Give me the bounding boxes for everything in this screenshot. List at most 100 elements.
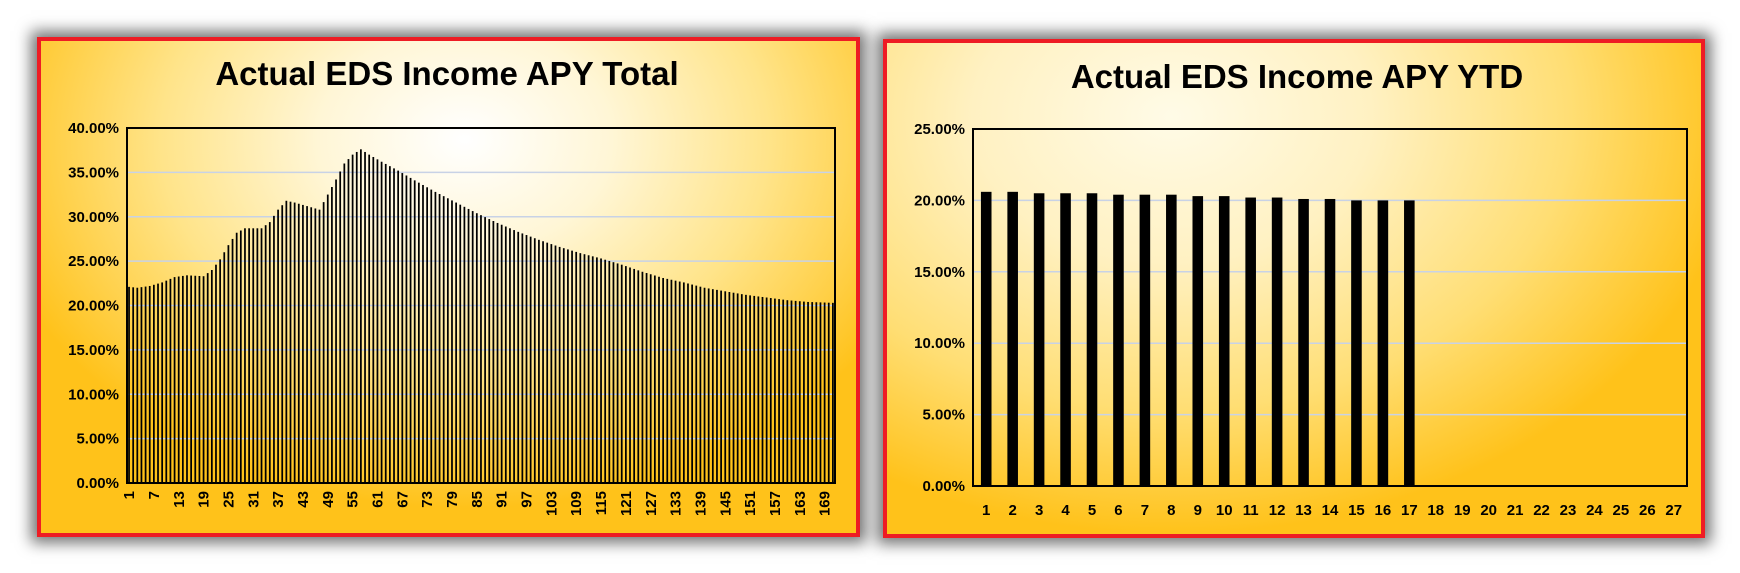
x-tick-label: 27 [1665, 502, 1682, 519]
bar [608, 260, 611, 483]
bar [803, 301, 805, 483]
bar [546, 242, 549, 483]
x-tick-label: 127 [643, 491, 660, 516]
y-tick-label: 0.00% [76, 475, 119, 492]
bar [417, 182, 420, 484]
bar [1113, 194, 1124, 486]
x-tick-label: 109 [568, 491, 585, 516]
bar [401, 173, 404, 484]
x-tick-label: 145 [717, 491, 734, 516]
bar [567, 249, 569, 483]
y-tick-label: 25.00% [68, 253, 119, 270]
bar [1007, 191, 1018, 486]
bar [674, 280, 677, 483]
bar [492, 221, 495, 483]
x-tick-label: 25 [220, 491, 237, 508]
bar [219, 259, 221, 483]
bar [575, 251, 578, 483]
bar [529, 236, 532, 483]
bar [819, 302, 822, 483]
bar [778, 299, 780, 483]
bars [980, 191, 1415, 487]
bar [455, 202, 457, 484]
bar [248, 228, 250, 483]
bar [360, 149, 362, 484]
bar [662, 277, 664, 483]
bar [434, 191, 437, 483]
y-tick-label: 5.00% [922, 407, 965, 424]
bar [422, 184, 424, 484]
bar [571, 250, 573, 483]
x-tick-label: 67 [394, 491, 411, 508]
chart-panel-apy-ytd: Actual EDS Income APY YTD 0.00% 5.00% 10.0… [883, 39, 1705, 538]
x-tick-label: 18 [1427, 502, 1444, 519]
bar [446, 198, 449, 484]
bar [1324, 198, 1336, 486]
bar [252, 228, 255, 483]
bar [210, 270, 213, 483]
bar [591, 256, 594, 483]
bar [774, 298, 776, 483]
chart-title: Actual EDS Income APY YTD [1071, 58, 1523, 95]
bar [335, 179, 337, 484]
bar [463, 206, 466, 483]
bar [310, 207, 313, 483]
x-tick-label: 73 [419, 491, 436, 508]
bar [695, 285, 698, 483]
x-tick-label: 4 [1061, 502, 1070, 519]
bar [521, 233, 524, 483]
bar [471, 211, 474, 483]
bar [157, 283, 159, 483]
x-tick-label: 11 [1243, 502, 1259, 519]
y-tick-label: 5.00% [76, 431, 119, 448]
x-tick-label: 1 [982, 502, 990, 519]
bar [260, 228, 263, 483]
bar [579, 253, 582, 483]
x-tick-label: 1 [121, 491, 138, 499]
bar [326, 194, 329, 483]
bar [256, 228, 259, 483]
bar [542, 241, 544, 483]
bar [1404, 200, 1415, 486]
bar [165, 280, 168, 483]
bar [670, 279, 673, 483]
bar [794, 300, 797, 483]
bar [1060, 193, 1071, 486]
x-tick-label: 22 [1533, 502, 1550, 519]
bar [314, 208, 317, 483]
bar [513, 230, 515, 483]
y-axis-ticks: 0.00% 5.00% 10.00% 15.00% 20.00% 25.00% 30.00%… [68, 120, 119, 492]
x-tick-label: 91 [494, 491, 511, 508]
y-tick-label: 0.00% [922, 478, 965, 495]
y-tick-label: 40.00% [68, 120, 119, 137]
bar [475, 213, 478, 483]
bar [769, 298, 772, 483]
bar [645, 273, 648, 483]
bar [1377, 200, 1389, 486]
bar [596, 257, 598, 483]
bar [235, 232, 238, 483]
bar [331, 187, 333, 483]
bar [132, 287, 135, 483]
bar [500, 224, 503, 484]
bar [322, 202, 325, 484]
bar [604, 259, 607, 483]
bar [430, 189, 433, 483]
x-tick-label: 17 [1401, 502, 1418, 519]
bar [749, 295, 751, 483]
bar [653, 275, 656, 483]
x-tick-label: 25 [1613, 502, 1630, 519]
x-tick-label: 37 [270, 491, 287, 508]
y-axis-ticks: 0.00% 5.00% 10.00% 15.00% 20.00% 25.00% [914, 121, 965, 495]
bar [629, 267, 631, 483]
bar [1086, 193, 1098, 486]
x-axis-ticks: 1 2 3 4 5 6 7 8 9 10 11 12 13 14 15 16 17 18 19 20 21 22 23 24 2… [982, 502, 1682, 519]
bar [380, 161, 383, 483]
bar [782, 299, 785, 483]
chart-title: Actual EDS Income APY Total [215, 55, 678, 92]
bar [980, 191, 992, 486]
bar [397, 170, 400, 483]
bar [148, 285, 151, 483]
bar [682, 282, 685, 483]
bar [1139, 194, 1151, 486]
